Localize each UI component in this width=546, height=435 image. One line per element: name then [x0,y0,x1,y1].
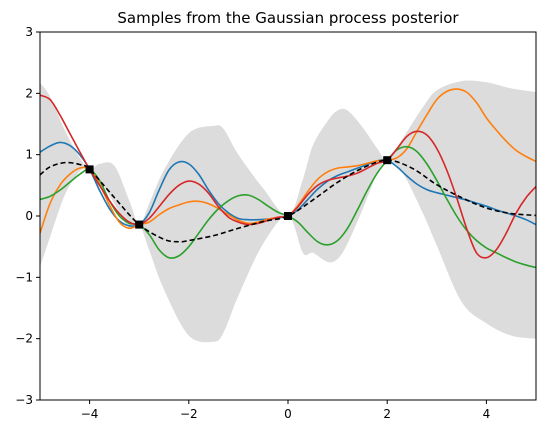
y-tick-label: 1 [25,148,33,162]
y-axis: −3 −2 −1 0 1 2 3 [15,25,40,407]
y-tick-label: 0 [25,209,33,223]
x-tick-label: −2 [180,407,198,421]
observation-point [383,156,391,164]
y-tick-label: −3 [15,393,33,407]
x-tick-label: 4 [483,407,491,421]
x-axis: −4 −2 0 2 4 [81,400,490,421]
observation-point [86,165,94,173]
y-tick-label: 2 [25,86,33,100]
observation-point [135,221,143,229]
y-tick-label: −1 [15,270,33,284]
y-tick-label: −2 [15,332,33,346]
y-tick-label: 3 [25,25,33,39]
x-tick-label: 0 [284,407,292,421]
x-tick-label: 2 [383,407,391,421]
x-tick-label: −4 [81,407,99,421]
chart-title: Samples from the Gaussian process poster… [117,9,459,27]
observation-point [284,212,292,220]
